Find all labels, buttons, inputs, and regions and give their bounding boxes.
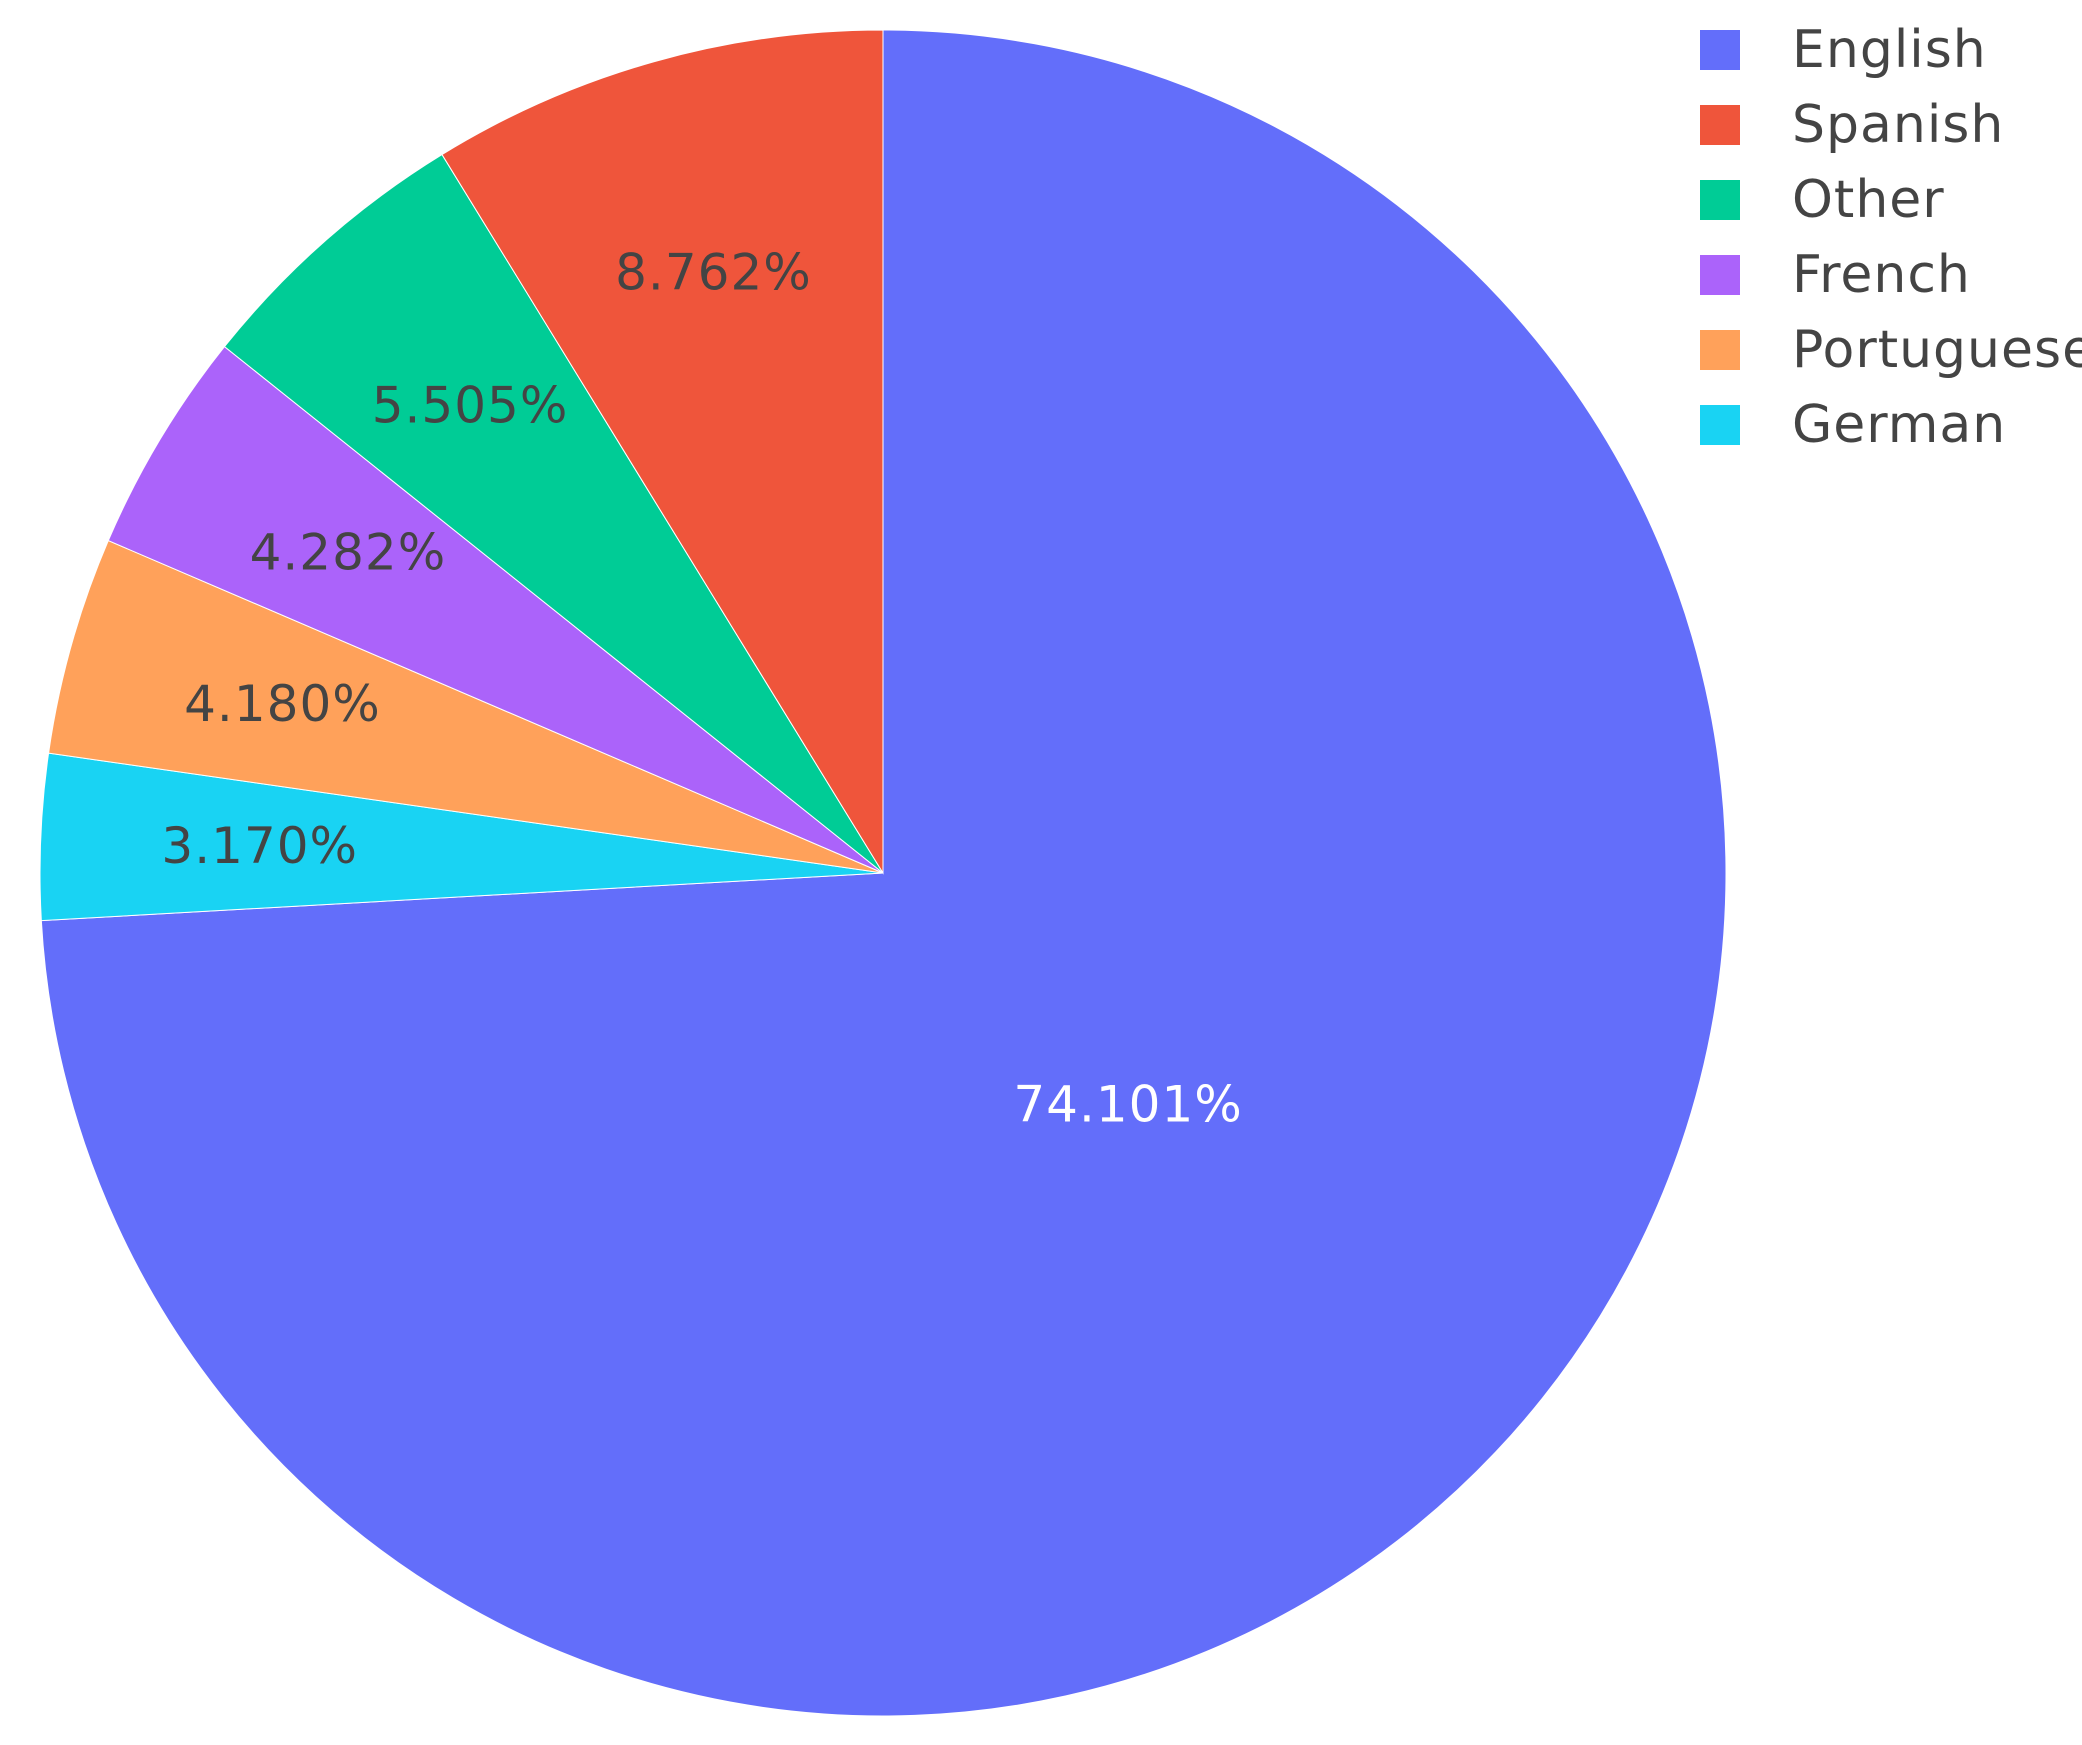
pie-slice-english[interactable] <box>40 29 1727 1717</box>
legend-item-german[interactable]: German <box>1700 395 2006 455</box>
legend-swatch-english <box>1700 30 1740 70</box>
legend-label-german: German <box>1792 395 2006 455</box>
legend-item-english[interactable]: English <box>1700 20 1987 80</box>
pie-slice-labels: 74.101% 3.170% 4.180% 4.282% 5.505% 8.762% <box>161 244 1242 1134</box>
legend-swatch-spanish <box>1700 105 1740 145</box>
legend-swatch-portuguese <box>1700 330 1740 370</box>
pie-slices <box>39 29 1727 1717</box>
legend-swatch-german <box>1700 405 1740 445</box>
legend: English Spanish Other French Portuguese Germa… <box>1700 20 2082 455</box>
legend-swatch-other <box>1700 180 1740 220</box>
legend-item-spanish[interactable]: Spanish <box>1700 95 2004 155</box>
legend-item-portuguese[interactable]: Portuguese <box>1700 320 2082 380</box>
legend-label-french: French <box>1792 245 1971 305</box>
legend-label-portuguese: Portuguese <box>1792 320 2082 380</box>
slice-label-other: 5.505% <box>372 376 569 434</box>
legend-label-english: English <box>1792 20 1987 80</box>
legend-label-spanish: Spanish <box>1792 95 2004 155</box>
slice-label-english: 74.101% <box>1013 1076 1242 1134</box>
pie-slice-spanish[interactable] <box>441 29 884 875</box>
pie-slice-portuguese[interactable] <box>48 539 884 874</box>
legend-label-other: Other <box>1792 170 1945 230</box>
slice-label-portuguese: 4.180% <box>184 675 381 733</box>
legend-item-french[interactable]: French <box>1700 245 1971 305</box>
pie-slice-french[interactable] <box>107 345 884 874</box>
slice-label-spanish: 8.762% <box>615 244 812 302</box>
slice-label-french: 4.282% <box>250 523 447 581</box>
slice-label-german: 3.170% <box>161 817 358 875</box>
legend-item-other[interactable]: Other <box>1700 170 1945 230</box>
legend-swatch-french <box>1700 255 1740 295</box>
pie-slice-other[interactable] <box>223 153 884 874</box>
